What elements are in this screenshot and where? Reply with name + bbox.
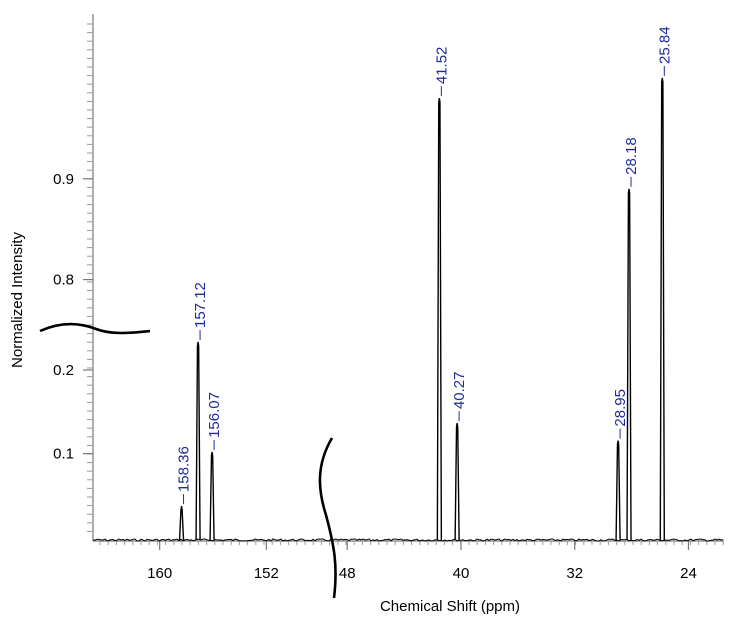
peak [454, 422, 460, 541]
peak [195, 341, 201, 541]
y-tick-label: 0.1 [53, 446, 74, 463]
y-axis-break-mark [39, 322, 151, 335]
x-tick-label: 32 [566, 565, 583, 582]
peak-label: 158.36 [176, 446, 193, 492]
x-tick-label: 152 [254, 565, 279, 582]
y-axis-title: Normalized Intensity [9, 232, 26, 368]
y-tick-label: 0.9 [53, 171, 74, 188]
peak-label: 157.12 [192, 282, 209, 328]
x-axis-title: Chemical Shift (ppm) [380, 598, 520, 615]
peak [209, 451, 215, 541]
spectrum-peaks [178, 77, 665, 541]
peak-label: 28.18 [623, 137, 640, 175]
y-tick-label: 0.2 [53, 362, 74, 379]
peak-label: 156.07 [206, 392, 223, 438]
peak [615, 440, 621, 541]
x-tick-label: 160 [147, 565, 172, 582]
x-axis-ticks: 160 152 48 40 32 24 [147, 541, 697, 582]
x-axis-break-mark [318, 437, 337, 599]
peak-label: 41.52 [433, 47, 450, 85]
y-axis-ticks: 0.1 0.2 0.8 0.9 [53, 171, 93, 463]
peak [178, 505, 185, 541]
minor-ticks [87, 23, 724, 545]
peak-label: 25.84 [656, 26, 673, 64]
x-tick-label: 24 [680, 565, 697, 582]
peak [436, 98, 443, 541]
peak [626, 188, 632, 541]
x-tick-label: 40 [453, 565, 470, 582]
peak-label: 40.27 [451, 372, 468, 410]
x-tick-label: 48 [339, 565, 356, 582]
spectrum-baseline [92, 538, 724, 542]
peak-label: 28.95 [612, 389, 629, 427]
peak-labels: 158.36 157.12 156.07 41.52 40.27 28.95 28.18 25… [176, 26, 673, 505]
peak [659, 77, 665, 541]
y-tick-label: 0.8 [53, 272, 74, 289]
